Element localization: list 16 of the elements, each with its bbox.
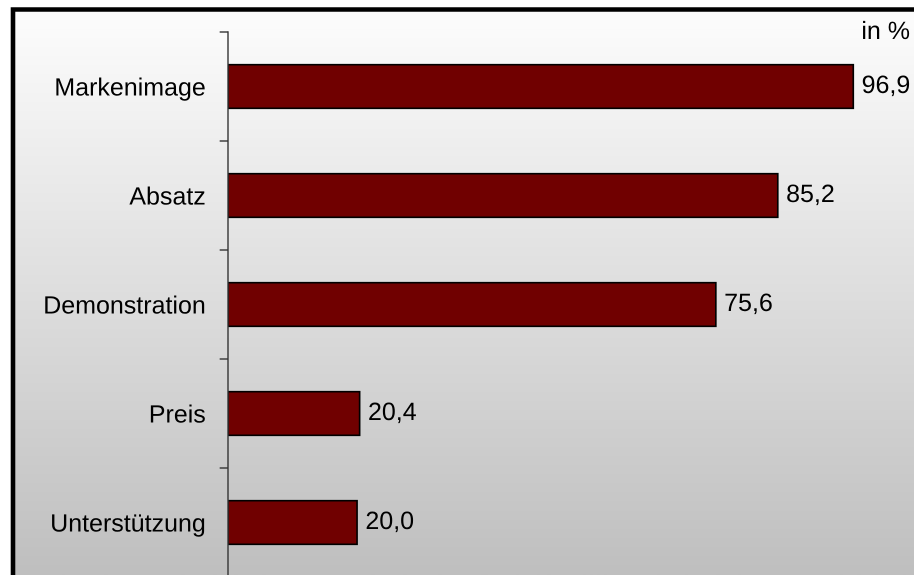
y-tick-label: Demonstration <box>45 295 204 314</box>
annotation: in % <box>863 20 910 40</box>
y-tick-label: Markenimage <box>56 77 205 101</box>
y-tick-label: Preis <box>150 404 205 423</box>
bar <box>228 282 717 328</box>
data-label: 85,2 <box>787 184 834 206</box>
data-label: 20,0 <box>366 512 414 532</box>
data-label: 75,6 <box>725 294 772 314</box>
data-label: 96,9 <box>862 76 910 96</box>
bar <box>228 500 358 546</box>
y-tick-label: Absatz <box>129 186 205 205</box>
data-label: 20,4 <box>369 402 416 424</box>
bar <box>228 390 360 436</box>
bar <box>228 64 854 110</box>
bar <box>228 172 779 218</box>
y-tick-label: Unterstützung <box>52 514 204 537</box>
